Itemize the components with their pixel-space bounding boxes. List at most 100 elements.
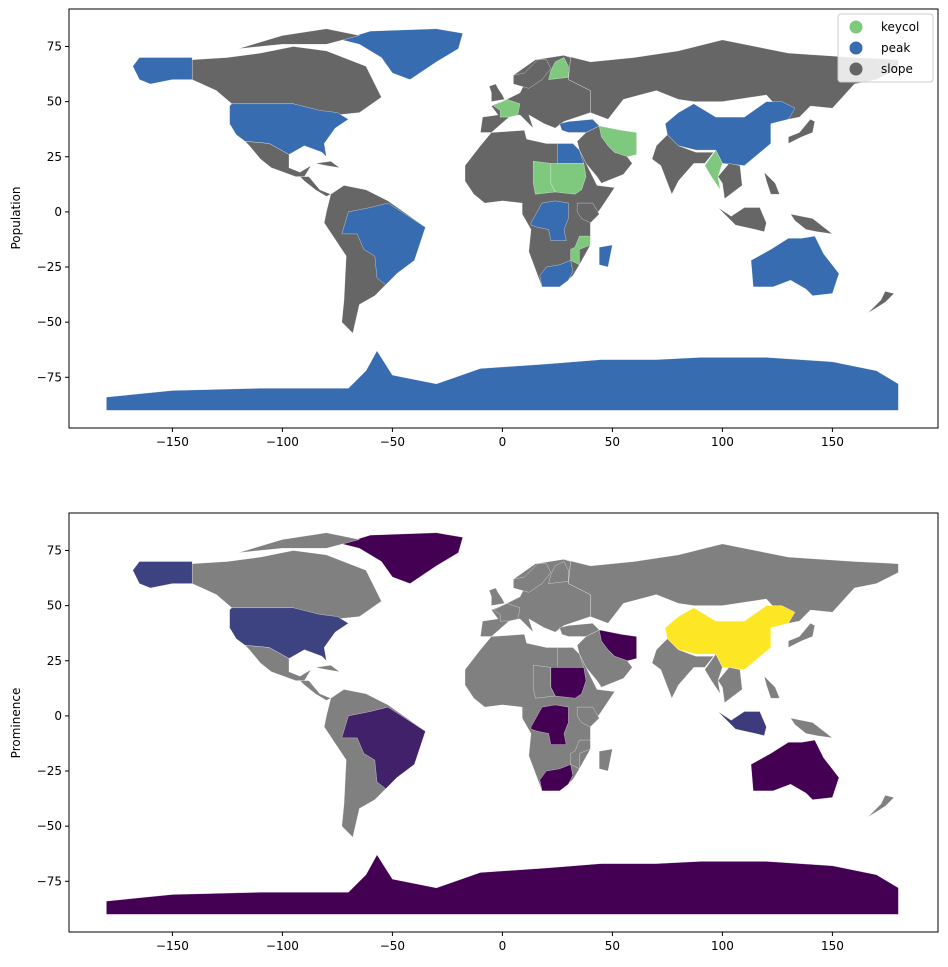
population-map: −150 −100 −50 0 50 100 150 −75 −50 −25 0 25 50 75 Po… [9, 8, 939, 449]
region-australia [750, 235, 840, 296]
region-indonesia [711, 704, 767, 736]
region-brazil [341, 202, 426, 285]
region-dr-congo [530, 200, 569, 241]
region-canadaisles [238, 28, 360, 49]
region-turkey [559, 119, 600, 133]
region-scandinavia [513, 563, 551, 593]
region-centralam [299, 680, 332, 701]
region-brazil [341, 706, 426, 789]
x-tick-label: −100 [266, 435, 299, 449]
prominence-map: −150 −100 −50 0 50 100 150 −75 −50 −25 0 25 50 75 Pr… [9, 512, 939, 953]
x-tick-label: −50 [380, 939, 405, 953]
region-russia [563, 543, 899, 624]
y-tick-label: 25 [47, 150, 62, 164]
region-iran [599, 125, 637, 157]
region-france [493, 603, 521, 622]
region-mexico [244, 141, 312, 177]
region-greenland [341, 532, 463, 584]
region-indonesia [711, 200, 767, 232]
y-axis-label: Population [9, 186, 23, 249]
y-tick-label: 75 [47, 39, 62, 53]
region-alaska [132, 57, 193, 85]
legend-label: keycol [881, 20, 919, 34]
region-dr-congo [530, 704, 569, 745]
y-tick-label: 75 [47, 543, 62, 557]
region-mozambique [570, 739, 591, 770]
x-tick-label: 100 [711, 435, 734, 449]
region-france [493, 99, 521, 118]
region-new-guinea [790, 717, 833, 739]
legend: keycol peak slope [837, 13, 934, 83]
y-axis: −75 −50 −25 0 25 50 75 [37, 543, 69, 888]
legend-marker [849, 41, 863, 55]
region-philippines [763, 171, 780, 195]
region-mozambique [570, 235, 591, 266]
region-centralam [299, 176, 332, 197]
y-tick-label: −50 [37, 819, 62, 833]
region-united-states [229, 103, 349, 158]
region-britain [489, 587, 505, 606]
region-russia [563, 39, 899, 120]
region-canadaisles [238, 532, 360, 553]
y-tick-label: 25 [47, 654, 62, 668]
region-antarctica [106, 350, 899, 411]
region-east-africa [577, 202, 600, 224]
region-japan [788, 119, 815, 144]
region-united-states [229, 607, 349, 662]
country-shapes [106, 532, 899, 915]
region-new-guinea [790, 213, 833, 235]
legend-marker [849, 62, 863, 76]
x-tick-label: 100 [711, 939, 734, 953]
region-sudan [550, 163, 587, 195]
region-se-asia [717, 667, 743, 703]
x-tick-label: −150 [156, 939, 189, 953]
region-cuba [315, 665, 340, 672]
y-tick-label: −75 [37, 874, 62, 888]
country-shapes [106, 28, 899, 411]
region-scandinavia [513, 59, 551, 89]
region-cuba [315, 161, 340, 168]
region-chad [533, 161, 556, 195]
region-madagascar [599, 244, 613, 268]
region-finland [548, 561, 569, 584]
x-tick-label: 50 [605, 939, 620, 953]
region-south-africa [539, 764, 573, 792]
y-tick-label: −75 [37, 370, 62, 384]
region-turkey [559, 623, 600, 637]
y-tick-label: −25 [37, 260, 62, 274]
legend-label: peak [881, 41, 910, 55]
x-axis: −150 −100 −50 0 50 100 150 [156, 428, 844, 449]
region-mexico [244, 645, 312, 681]
legend-box [837, 13, 934, 83]
region-greenland [341, 28, 463, 80]
region-new-zealand [867, 291, 895, 314]
legend-marker [849, 20, 863, 34]
x-tick-label: 150 [821, 435, 844, 449]
region-east-africa [577, 706, 600, 728]
region-egypt [557, 647, 585, 668]
region-japan [788, 623, 815, 648]
region-alaska [132, 561, 193, 589]
region-china [665, 101, 796, 166]
y-tick-label: 50 [47, 95, 62, 109]
x-tick-label: −150 [156, 435, 189, 449]
x-tick-label: −100 [266, 939, 299, 953]
y-tick-label: 0 [54, 709, 62, 723]
y-axis-label: Prominence [9, 688, 23, 759]
region-se-asia [717, 163, 743, 199]
region-madagascar [599, 748, 613, 772]
region-australia [750, 739, 840, 800]
region-philippines [763, 675, 780, 699]
region-sudan [550, 667, 587, 699]
x-tick-label: 0 [499, 939, 507, 953]
region-chad [533, 665, 556, 699]
x-tick-label: 150 [821, 939, 844, 953]
x-tick-label: 0 [499, 435, 507, 449]
region-new-zealand [867, 795, 895, 818]
x-axis: −150 −100 −50 0 50 100 150 [156, 932, 844, 953]
y-tick-label: 0 [54, 205, 62, 219]
y-tick-label: 50 [47, 599, 62, 613]
y-tick-label: −50 [37, 315, 62, 329]
region-india [651, 638, 714, 699]
region-canada [192, 550, 382, 624]
